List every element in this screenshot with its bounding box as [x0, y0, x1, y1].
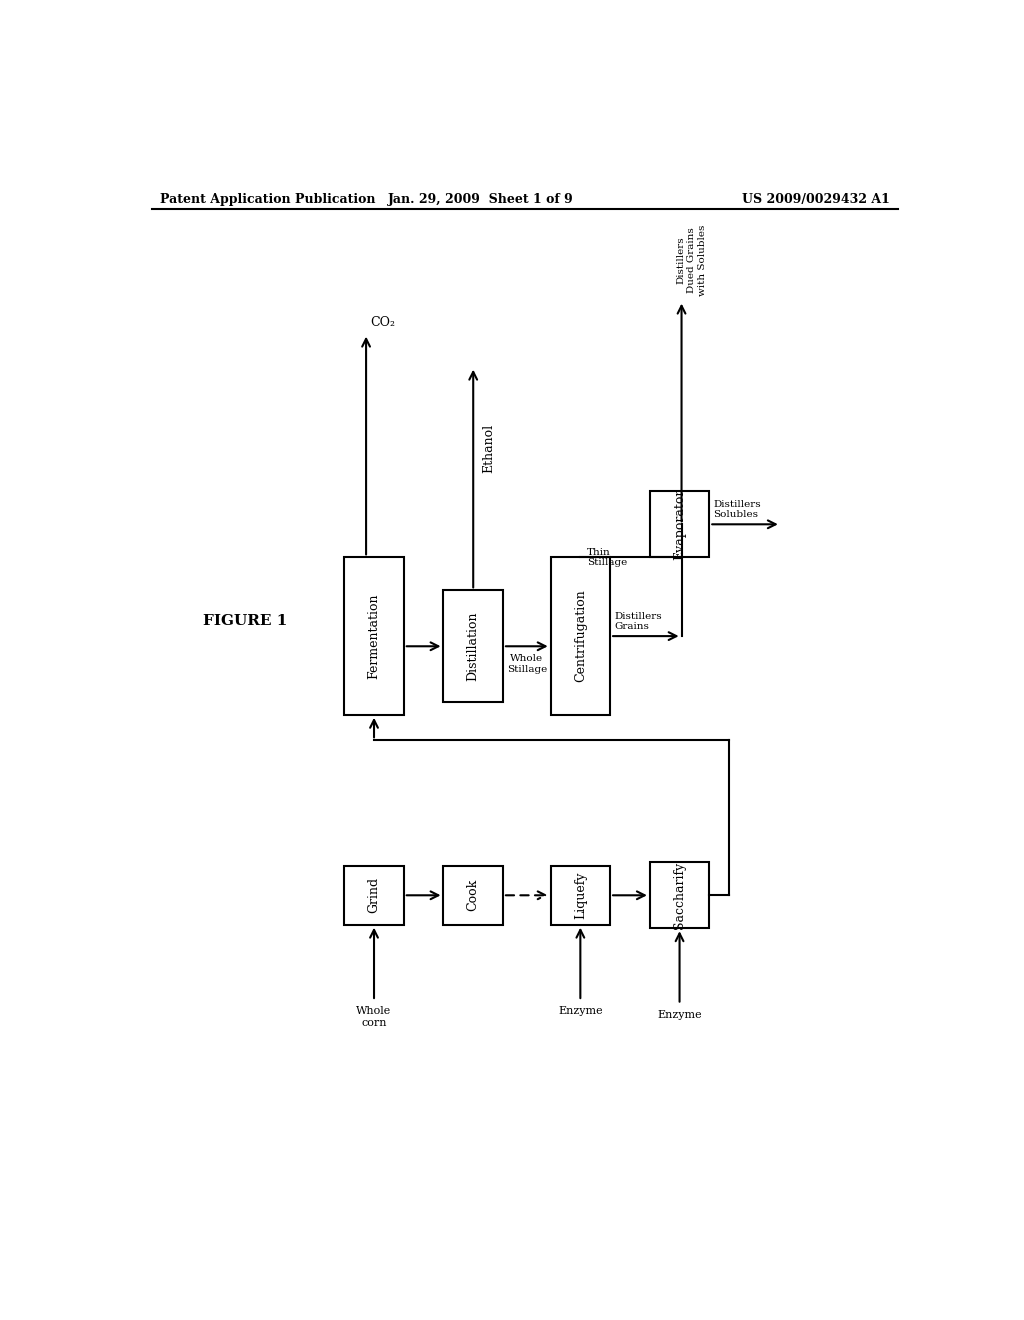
Text: Ethanol: Ethanol [482, 424, 496, 474]
Bar [344, 866, 403, 925]
Bar [650, 862, 710, 928]
Text: Distillers
Solubles: Distillers Solubles [714, 500, 761, 519]
Bar [650, 491, 710, 557]
Text: Whole
corn: Whole corn [356, 1006, 391, 1028]
Text: Centrifugation: Centrifugation [573, 590, 587, 682]
Text: Liquefy: Liquefy [573, 871, 587, 919]
Bar [551, 866, 610, 925]
Text: Distillers
Grains: Distillers Grains [614, 611, 662, 631]
Text: Enzyme: Enzyme [558, 1006, 603, 1016]
Text: US 2009/0029432 A1: US 2009/0029432 A1 [742, 193, 890, 206]
Text: Grind: Grind [368, 878, 381, 913]
Text: Cook: Cook [467, 879, 479, 911]
Text: FIGURE 1: FIGURE 1 [204, 614, 288, 628]
Text: Distillers
Dued Grains
with Solubles: Distillers Dued Grains with Solubles [677, 224, 707, 296]
Text: CO₂: CO₂ [370, 315, 395, 329]
Text: Patent Application Publication: Patent Application Publication [160, 193, 375, 206]
Bar [551, 557, 610, 715]
Text: Distillation: Distillation [467, 611, 479, 681]
Bar [443, 866, 503, 925]
Text: Saccharify: Saccharify [673, 862, 686, 929]
Text: Evaporator: Evaporator [673, 488, 686, 560]
Text: Fermentation: Fermentation [368, 594, 381, 678]
Text: Enzyme: Enzyme [657, 1010, 701, 1019]
Bar [443, 590, 503, 702]
Text: Thin
Stillage: Thin Stillage [587, 548, 627, 568]
Text: Jan. 29, 2009  Sheet 1 of 9: Jan. 29, 2009 Sheet 1 of 9 [388, 193, 574, 206]
Text: Whole
Stillage: Whole Stillage [507, 655, 547, 673]
Bar [344, 557, 403, 715]
